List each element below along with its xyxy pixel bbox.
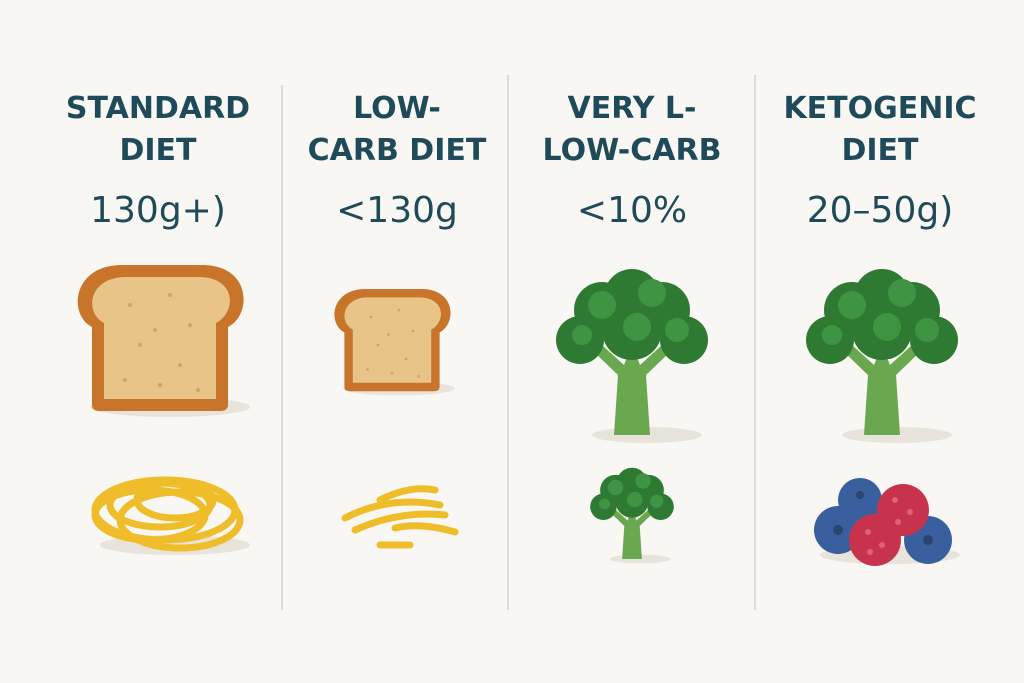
berries xyxy=(814,478,960,566)
column-title: VERY L- xyxy=(568,91,697,126)
column-title: DIET xyxy=(841,133,919,168)
column-title: CARB DIET xyxy=(308,133,487,168)
carb-amount: <130g xyxy=(336,190,458,231)
dividers xyxy=(281,75,756,610)
pasta-large xyxy=(91,476,250,555)
broccoli-large xyxy=(806,269,958,443)
carb-amount: 20–50g) xyxy=(807,190,954,231)
bread-large xyxy=(77,265,250,417)
pasta-small xyxy=(341,485,459,549)
broccoli-large xyxy=(556,269,708,443)
column-title: STANDARD xyxy=(66,91,250,126)
column-title: LOW-CARB xyxy=(543,133,722,168)
column-title: KETOGENIC xyxy=(783,91,976,126)
column-title: LOW- xyxy=(353,91,441,126)
column-title: DIET xyxy=(119,133,197,168)
carb-amount: 130g+) xyxy=(90,190,226,231)
carb-amount: <10% xyxy=(577,190,687,231)
bread-small xyxy=(334,289,455,396)
broccoli-small xyxy=(590,467,674,564)
